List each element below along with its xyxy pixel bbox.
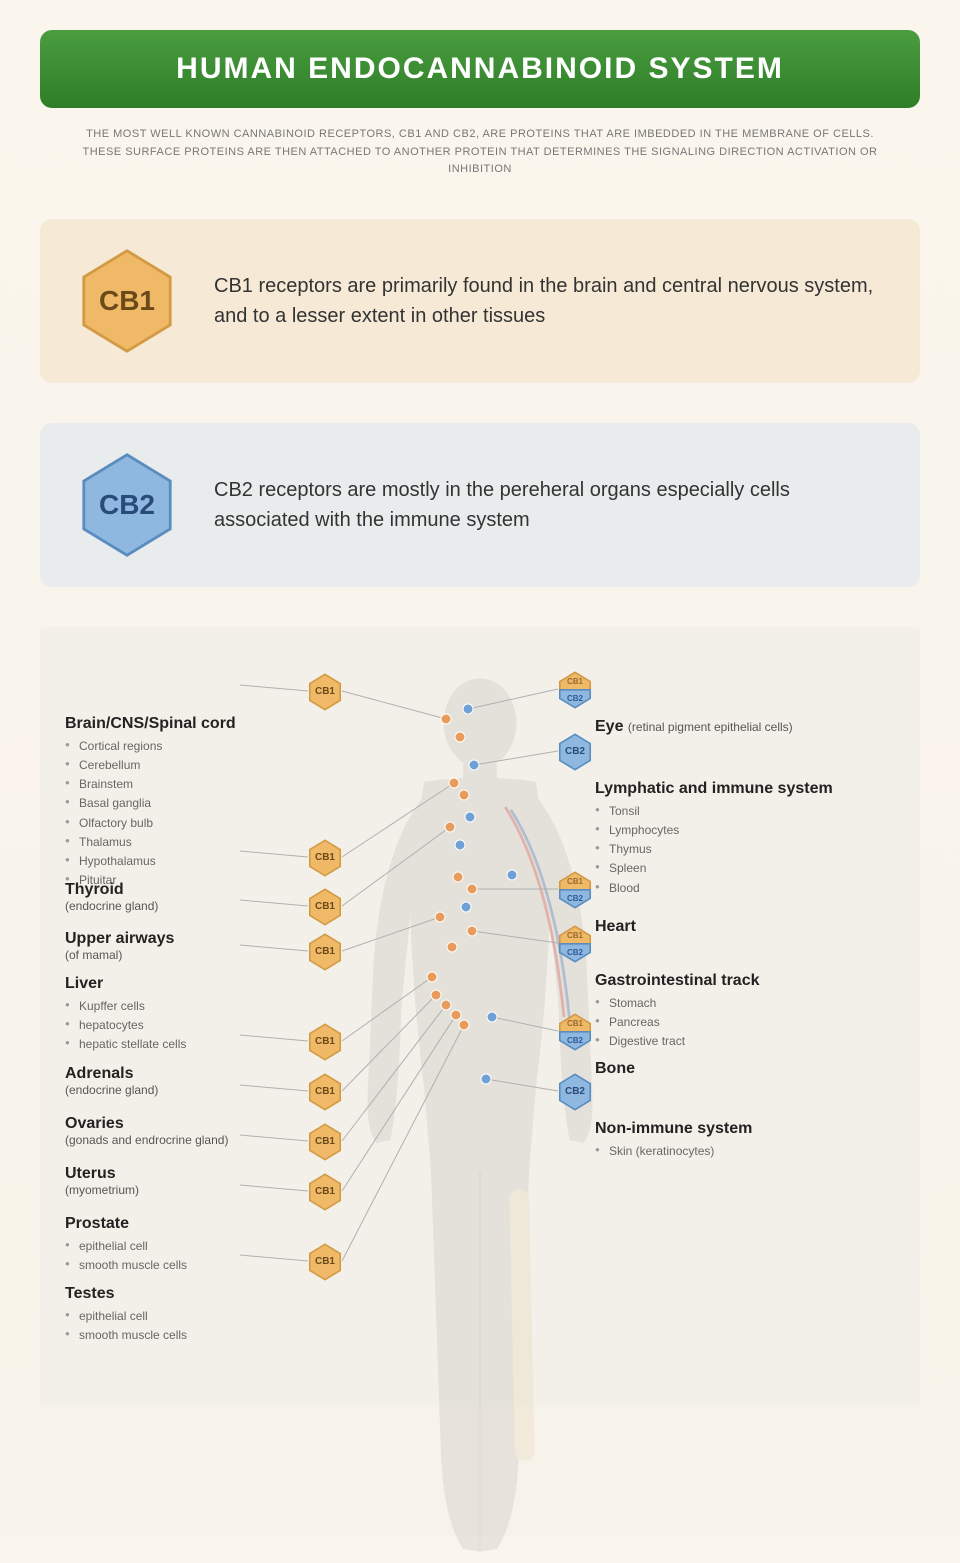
cb2-badge: CB2 (558, 733, 592, 771)
cb2-badge: CB2 (558, 1073, 592, 1111)
body-diagram: Brain/CNS/Spinal cord Cortical regionsCe… (40, 627, 920, 1407)
cb1-badge: CB1 (308, 1123, 342, 1161)
organ-bone: Bone (595, 1060, 875, 1078)
organ-item: Stomach (595, 994, 875, 1013)
title-text: HUMAN ENDOCANNABINOID SYSTEM (176, 52, 784, 85)
organ-item: hepatic stellate cells (65, 1035, 305, 1054)
organ-item: smooth muscle cells (65, 1256, 305, 1275)
organ-item: Hypothalamus (65, 852, 305, 871)
organ-item: Brainstem (65, 775, 305, 794)
organ-prostate: Prostate epithelial cellsmooth muscle ce… (65, 1215, 305, 1275)
organ-ovaries: Ovaries (gonads and endrocrine gland) (65, 1115, 305, 1147)
organ-uterus: Uterus (myometrium) (65, 1165, 305, 1197)
organ-liver: Liver Kupffer cellshepatocyteshepatic st… (65, 975, 305, 1055)
organ-adrenals: Adrenals (endocrine gland) (65, 1065, 305, 1097)
title-banner: HUMAN ENDOCANNABINOID SYSTEM (40, 30, 920, 108)
organ-brain-cns-spinal-cord: Brain/CNS/Spinal cord Cortical regionsCe… (65, 715, 305, 891)
cb2-hexagon: CB2 (80, 451, 174, 559)
organ-eye: Eye (retinal pigment epithelial cells) (595, 718, 875, 736)
organ-item: hepatocytes (65, 1016, 305, 1035)
organ-item: smooth muscle cells (65, 1326, 305, 1345)
subtitle-line2: THESE SURFACE PROTEINS ARE THEN ATTACHED… (80, 144, 880, 179)
subtitle-line1: THE MOST WELL KNOWN CANNABINOID RECEPTOR… (80, 126, 880, 144)
cb1-badge: CB1 (308, 673, 342, 711)
organ-item: Cerebellum (65, 756, 305, 775)
organ-item: Thymus (595, 840, 875, 859)
cb1-badge: CB1 (308, 1073, 342, 1111)
organ-non-immune-system: Non-immune system Skin (keratinocytes) (595, 1120, 875, 1161)
cb1-label: CB1 (99, 285, 155, 317)
organ-item: Pancreas (595, 1013, 875, 1032)
organ-item: Kupffer cells (65, 997, 305, 1016)
cb1-badge: CB1 (308, 933, 342, 971)
cb1-badge: CB1 (308, 1023, 342, 1061)
cb2-description: CB2 receptors are mostly in the perehera… (214, 475, 880, 535)
cb1-card: CB1 CB1 receptors are primarily found in… (40, 219, 920, 383)
dual-badge: CB1CB2 (558, 671, 592, 709)
cb1-badge: CB1 (308, 1173, 342, 1211)
organ-heart: Heart (595, 918, 875, 936)
cb1-hexagon: CB1 (80, 247, 174, 355)
organ-item: Spleen (595, 859, 875, 878)
cb2-label: CB2 (99, 489, 155, 521)
dual-badge: CB1CB2 (558, 871, 592, 909)
organ-upper-airways: Upper airways (of mamal) (65, 930, 305, 962)
organ-item: Tonsil (595, 802, 875, 821)
organ-item: Cortical regions (65, 737, 305, 756)
organ-item: Olfactory bulb (65, 814, 305, 833)
cb1-badge: CB1 (308, 888, 342, 926)
cb2-card: CB2 CB2 receptors are mostly in the pere… (40, 423, 920, 587)
dual-badge: CB1CB2 (558, 1013, 592, 1051)
subtitle: THE MOST WELL KNOWN CANNABINOID RECEPTOR… (80, 126, 880, 179)
organ-item: Thalamus (65, 833, 305, 852)
cb1-badge: CB1 (308, 839, 342, 877)
organ-item: Digestive tract (595, 1032, 875, 1051)
dual-badge: CB1CB2 (558, 925, 592, 963)
cb1-badge: CB1 (308, 1243, 342, 1281)
organ-lymphatic-and-immune-system: Lymphatic and immune system TonsilLympho… (595, 780, 875, 898)
organ-item: epithelial cell (65, 1307, 305, 1326)
cb1-description: CB1 receptors are primarily found in the… (214, 271, 880, 331)
organ-thyroid: Thyroid (endocrine gland) (65, 881, 305, 913)
organ-item: Basal ganglia (65, 794, 305, 813)
organ-item: Skin (keratinocytes) (595, 1142, 875, 1161)
organ-gastrointestinal-track: Gastrointestinal track StomachPancreasDi… (595, 972, 875, 1052)
organ-testes: Testes epithelial cellsmooth muscle cell… (65, 1285, 305, 1345)
human-body-silhouette (340, 667, 620, 1563)
organ-item: epithelial cell (65, 1237, 305, 1256)
organ-item: Lymphocytes (595, 821, 875, 840)
organ-item: Blood (595, 879, 875, 898)
